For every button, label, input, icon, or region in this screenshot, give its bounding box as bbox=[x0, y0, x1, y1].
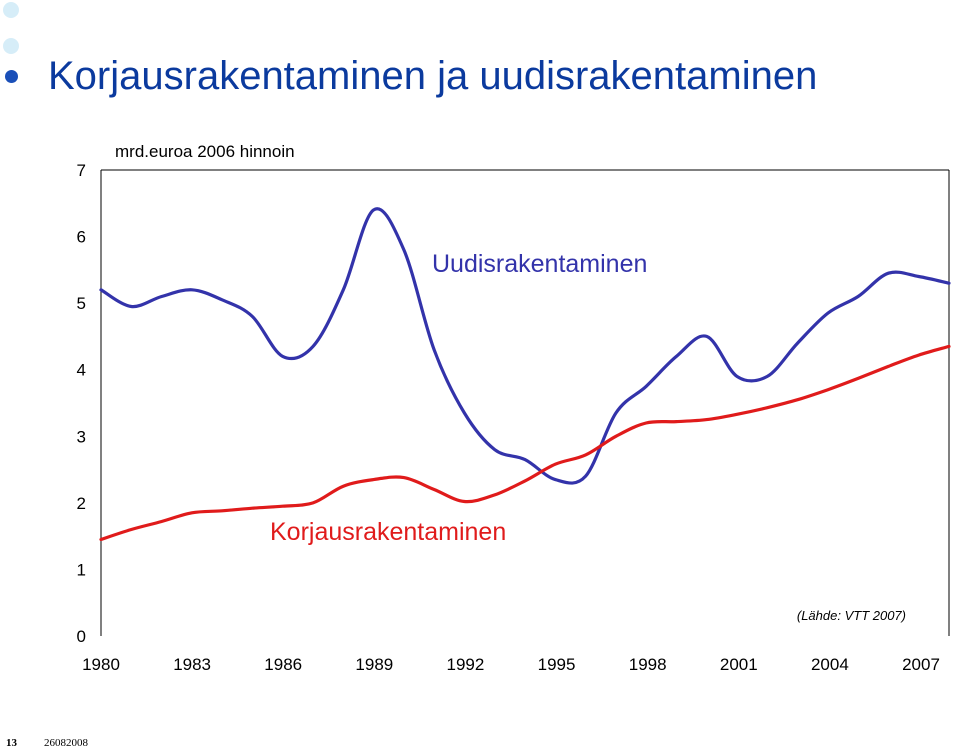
x-tick-label: 1998 bbox=[629, 655, 667, 674]
y-tick-label: 1 bbox=[77, 560, 86, 579]
x-tick-label: 2001 bbox=[720, 655, 758, 674]
y-axis-ticks: 0 1 2 3 4 5 6 7 bbox=[77, 161, 86, 646]
decor-bullet-2 bbox=[3, 38, 19, 54]
series-label-korjausrakentaminen: Korjausrakentaminen bbox=[270, 518, 506, 546]
series-line-uudisrakentaminen bbox=[99, 207, 951, 485]
x-tick-label: 1986 bbox=[264, 655, 302, 674]
series-label-uudisrakentaminen: Uudisrakentaminen bbox=[432, 250, 647, 278]
y-tick-label: 2 bbox=[77, 494, 86, 513]
y-tick-label: 6 bbox=[77, 228, 86, 247]
y-tick-label: 3 bbox=[77, 427, 86, 446]
x-tick-label: 2007 bbox=[902, 655, 940, 674]
footer-date: 26082008 bbox=[44, 737, 88, 749]
x-tick-label: 1995 bbox=[538, 655, 576, 674]
y-tick-label: 4 bbox=[77, 361, 86, 380]
source-label: (Lähde: VTT 2007) bbox=[797, 608, 906, 623]
slide-title: Korjausrakentaminen ja uudisrakentaminen bbox=[48, 54, 818, 98]
x-axis-ticks: 1980 1983 1986 1989 1992 1995 1998 2001 2004 2007 bbox=[82, 655, 940, 674]
y-tick-label: 7 bbox=[77, 161, 86, 180]
chart-labels: mrd.euroa 2006 hinnoin (Lähde: VTT 2007)… bbox=[115, 142, 906, 623]
series-line-korjausrakentaminen bbox=[99, 344, 951, 542]
decor-bullet-1 bbox=[3, 2, 19, 18]
series-lines bbox=[99, 207, 951, 542]
chart-axes bbox=[100, 169, 950, 636]
x-tick-label: 1989 bbox=[355, 655, 393, 674]
x-tick-label: 1992 bbox=[447, 655, 485, 674]
y-tick-label: 0 bbox=[77, 627, 86, 646]
unit-label: mrd.euroa 2006 hinnoin bbox=[115, 142, 295, 161]
y-tick-label: 5 bbox=[77, 294, 86, 313]
x-tick-label: 1980 bbox=[82, 655, 120, 674]
title-bullet bbox=[5, 70, 18, 83]
page-number: 13 bbox=[6, 737, 17, 749]
x-tick-label: 2004 bbox=[811, 655, 849, 674]
x-tick-label: 1983 bbox=[173, 655, 211, 674]
